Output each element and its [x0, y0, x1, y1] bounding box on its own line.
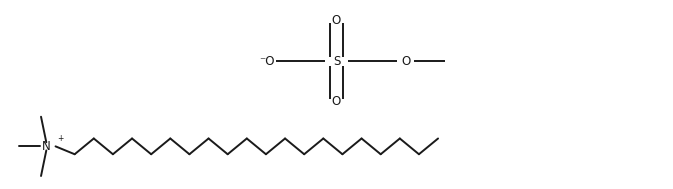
Text: O: O [332, 95, 341, 108]
Text: O: O [401, 55, 411, 68]
Text: O: O [332, 14, 341, 27]
Text: +: + [57, 134, 64, 143]
Text: N: N [42, 140, 50, 153]
Text: S: S [333, 55, 340, 68]
Text: ⁻O: ⁻O [260, 55, 275, 68]
